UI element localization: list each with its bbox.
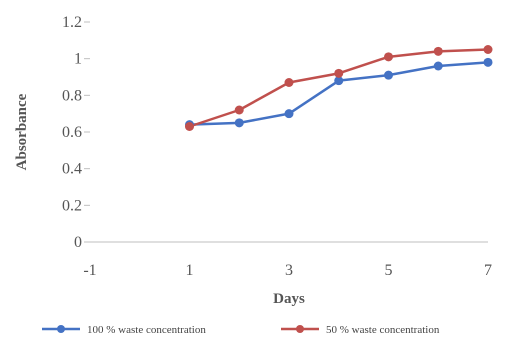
y-tick-label: 1.2	[62, 14, 82, 31]
data-point-series-2	[384, 52, 393, 62]
y-tick-label: 0.8	[62, 87, 82, 104]
y-axis-title: Absorbance	[14, 93, 30, 170]
data-point-series-2	[433, 46, 443, 56]
data-point-series-1	[483, 57, 493, 67]
data-point-series-1	[433, 61, 443, 71]
y-tick-label: 0.2	[62, 197, 82, 214]
x-tick-label: -1	[83, 262, 96, 279]
legend-label: 50 % waste concentration	[326, 324, 440, 336]
legend-swatch-marker	[296, 325, 304, 333]
x-tick-label: 7	[484, 262, 492, 279]
data-point-series-1	[384, 70, 393, 80]
legend-label: 100 % waste concentration	[87, 324, 206, 336]
data-point-series-1	[284, 109, 294, 119]
series-line-2	[188, 48, 490, 128]
data-point-series-2	[334, 68, 344, 78]
legend-swatch-marker	[57, 325, 65, 333]
data-point-series-2	[483, 45, 493, 54]
x-axis-title: Days	[273, 291, 305, 307]
y-tick-label: 0	[74, 234, 82, 251]
data-point-series-2	[185, 122, 194, 131]
x-tick-label: 3	[285, 262, 293, 279]
y-tick-label: 0.6	[62, 124, 82, 141]
data-point-series-2	[234, 105, 244, 115]
x-tick-label: 5	[385, 262, 393, 279]
data-point-series-1	[334, 76, 344, 86]
data-point-series-1	[234, 118, 244, 128]
x-tick-label: 1	[186, 262, 194, 279]
y-tick-label: 0.4	[62, 161, 82, 178]
data-point-series-2	[284, 78, 294, 87]
legend: 100 % waste concentration 50 % waste conc…	[42, 324, 440, 336]
y-tick-label: 1	[74, 51, 82, 68]
